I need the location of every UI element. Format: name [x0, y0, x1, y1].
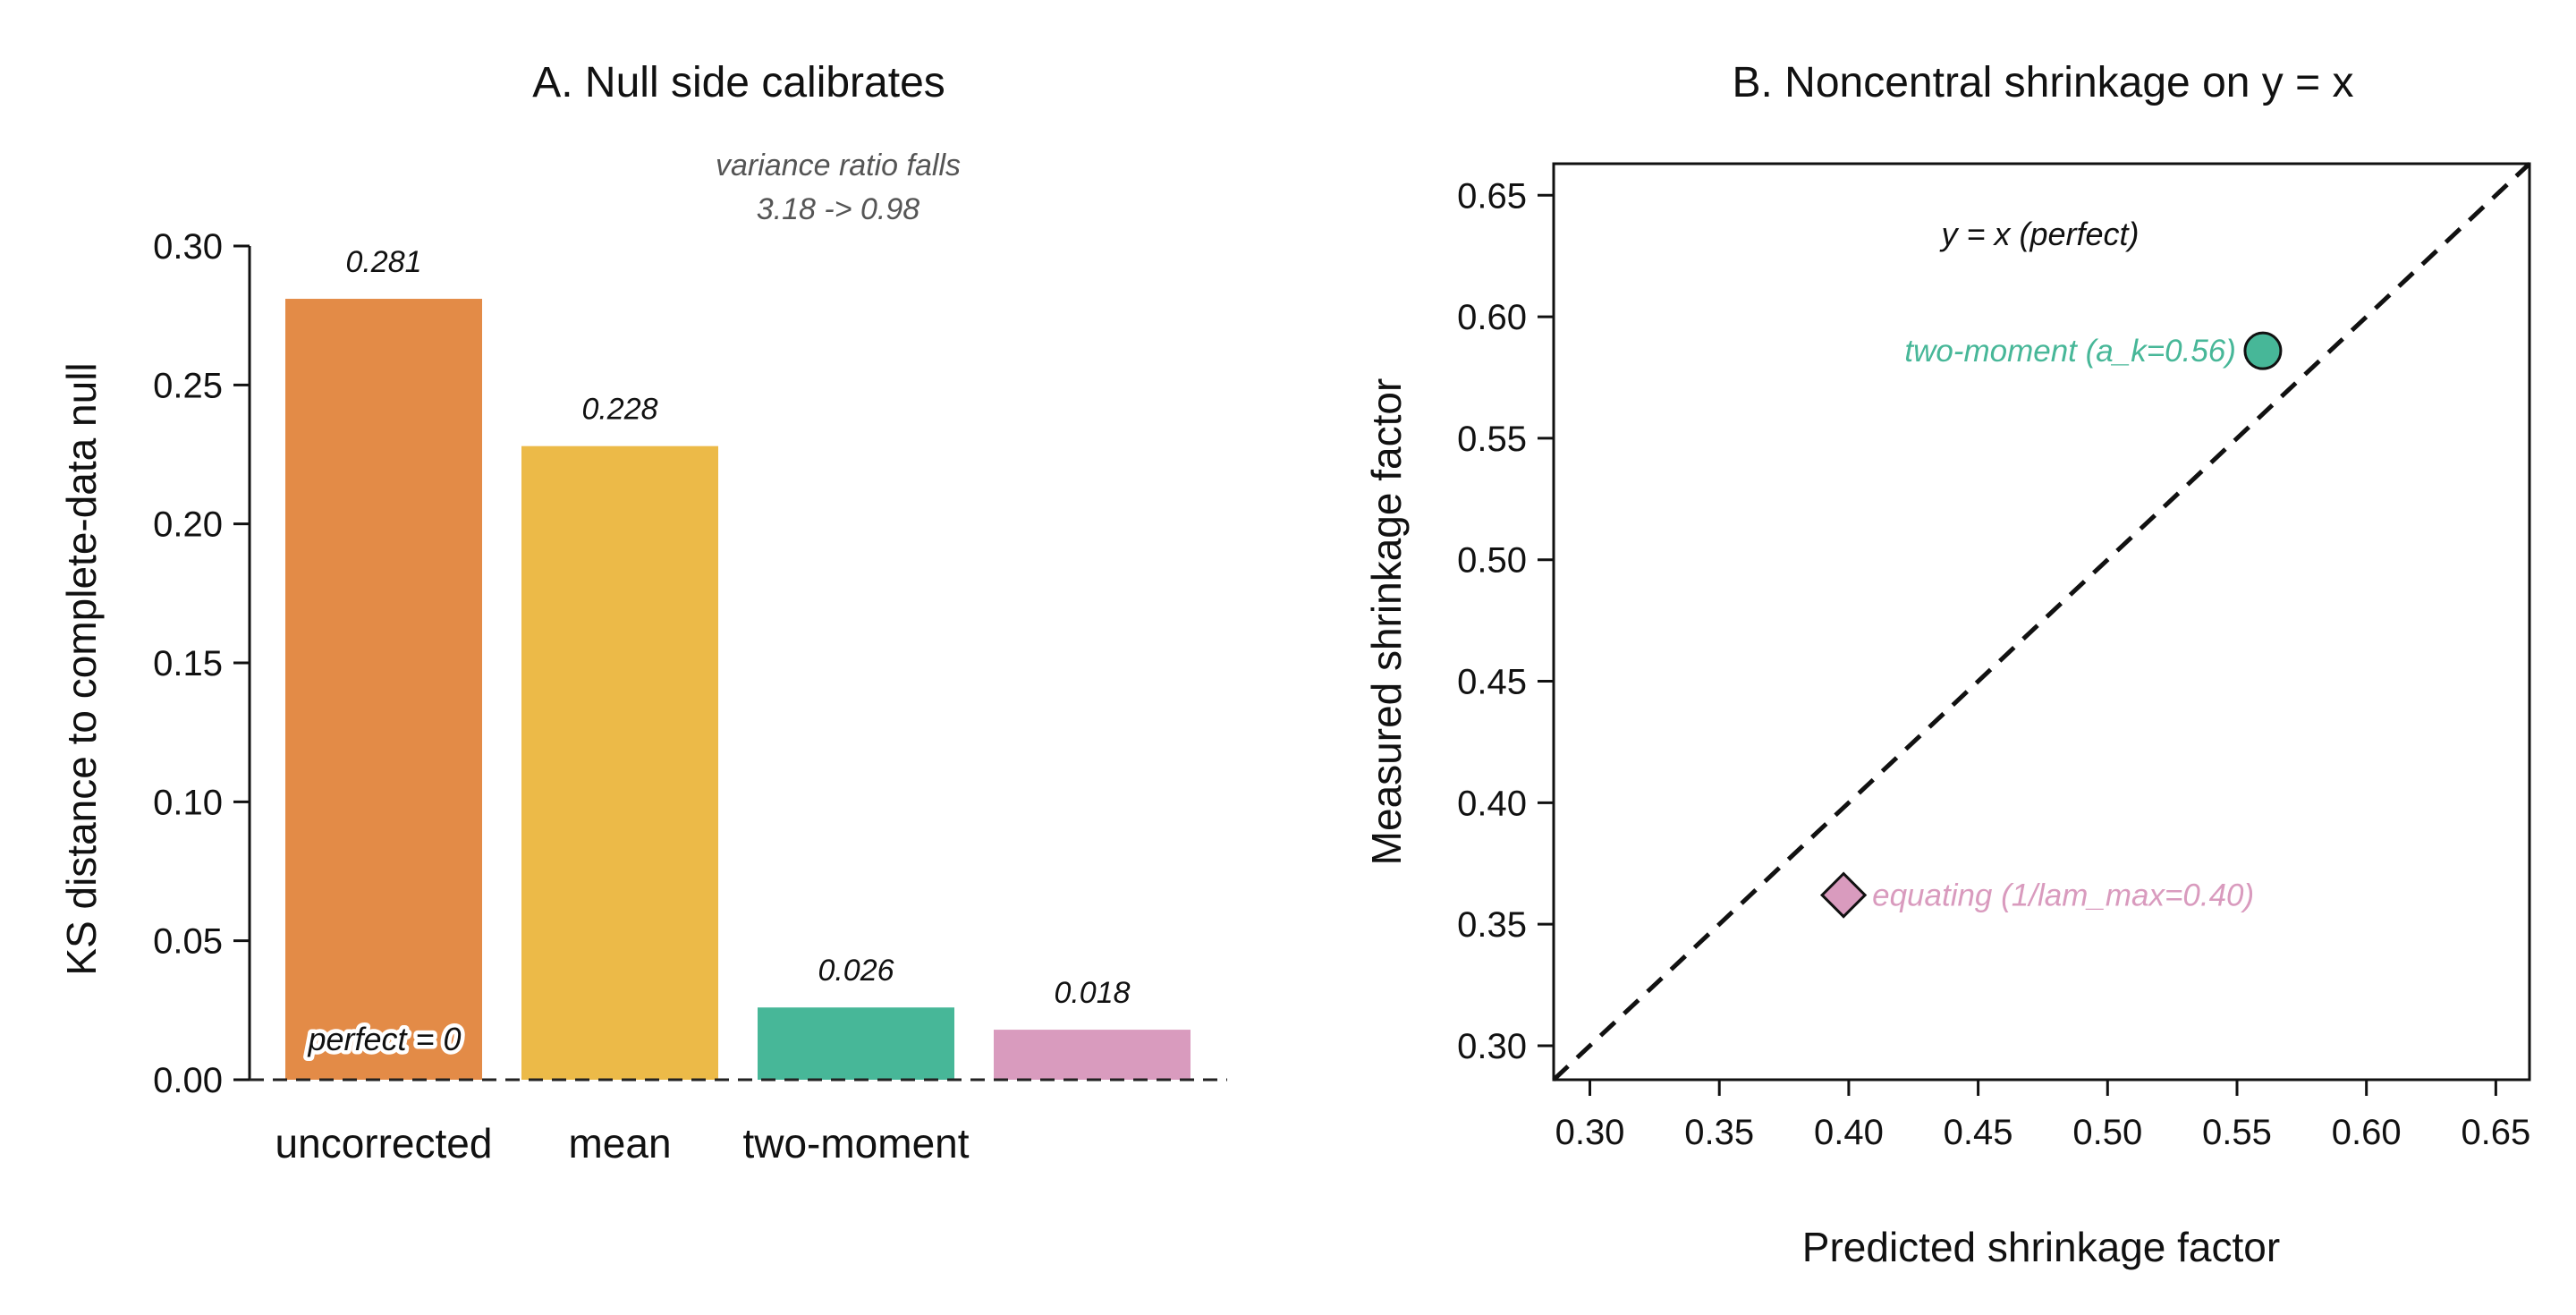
panel-a-bar-uncorrected	[285, 299, 482, 1080]
panel-b-identity-line	[1552, 162, 2531, 1082]
panel-b-plot-frame	[1552, 162, 2531, 1082]
panel-b-y-tick-label: 0.55	[1457, 420, 1527, 459]
panel-b-x-tick-label: 0.30	[1555, 1113, 1625, 1152]
panel-b-point-label: two-moment (a_k=0.56)	[1904, 334, 2236, 369]
panel-a-bar-series-4	[994, 1030, 1191, 1080]
panel-a-category-label: mean	[568, 1120, 671, 1167]
panel-b-x-ticks: 0.30 0.35 0.40 0.45 0.50 0.55 0.60 0.65	[1555, 1080, 2530, 1152]
panel-a-data-label: 0.228	[581, 393, 657, 427]
panel-a-perfect-label: perfect = 0	[307, 1021, 461, 1057]
panel-a-title: A. Null side calibrates	[532, 59, 945, 106]
panel-a-category-label: uncorrected	[275, 1120, 493, 1167]
panel-b-y-ticks: 0.30 0.35 0.40 0.45 0.50 0.55 0.60 0.65	[1457, 176, 1554, 1066]
panel-b-scatter-chart: B. Noncentral shrinkage on y = x y = x (…	[1363, 59, 2531, 1270]
panel-b-x-axis-label: Predicted shrinkage factor	[1802, 1224, 2280, 1270]
panel-b-y-axis-label: Measured shrinkage factor	[1363, 378, 1410, 866]
panel-a-bar-mean	[521, 445, 718, 1080]
panel-a-bars: 0.281 0.228 0.026 0.018	[285, 245, 1191, 1080]
panel-a-y-tick-label: 0.05	[153, 922, 223, 962]
panel-a-category-labels: uncorrected mean two-moment	[275, 1120, 970, 1167]
panel-a-y-axis-label: KS distance to complete-data null	[58, 362, 105, 975]
panel-b-x-tick-label: 0.55	[2202, 1113, 2272, 1152]
panel-b-points: two-moment (a_k=0.56) equating (1/lam_max…	[1819, 331, 2283, 919]
panel-a-annotation-line-2: 3.18 -> 0.98	[757, 192, 920, 226]
panel-b-x-tick-label: 0.40	[1814, 1113, 1884, 1152]
panel-b-x-tick-label: 0.35	[1684, 1113, 1754, 1152]
panel-b-y-tick-label: 0.40	[1457, 784, 1527, 823]
panel-a-y-tick-label: 0.25	[153, 366, 223, 405]
panel-a-y-tick-label: 0.20	[153, 505, 223, 545]
panel-b-y-tick-label: 0.60	[1457, 298, 1527, 337]
panel-b-x-tick-label: 0.60	[2332, 1113, 2402, 1152]
panel-a-data-label: 0.281	[345, 245, 421, 279]
panel-a-data-label: 0.026	[818, 954, 894, 988]
panel-a-bar-chart: A. Null side calibrates variance ratio f…	[58, 59, 1227, 1167]
panel-a-data-label: 0.018	[1054, 976, 1130, 1010]
panel-a-y-tick-label: 0.00	[153, 1061, 223, 1100]
panel-b-y-tick-label: 0.35	[1457, 905, 1527, 945]
panel-b-x-tick-label: 0.45	[1944, 1113, 2013, 1152]
panel-a-annotation-line-1: variance ratio falls	[716, 148, 961, 182]
panel-a-bar-two-moment	[758, 1007, 954, 1080]
panel-a-category-label: two-moment	[742, 1120, 969, 1167]
panel-b-point-two-moment	[2243, 331, 2283, 370]
panel-a-y-tick-label: 0.10	[153, 783, 223, 822]
panel-b-y-tick-label: 0.30	[1457, 1027, 1527, 1066]
panel-b-y-tick-label: 0.65	[1457, 176, 1527, 216]
panel-b-x-tick-label: 0.65	[2461, 1113, 2530, 1152]
panel-b-identity-line-label: y = x (perfect)	[1938, 216, 2139, 252]
panel-b-point-label: equating (1/lam_max=0.40)	[1872, 878, 2254, 913]
panel-a-y-ticks: 0.00 0.05 0.10 0.15 0.20 0.25 0.30	[153, 227, 250, 1100]
panel-b-y-tick-label: 0.45	[1457, 663, 1527, 702]
panel-b-point-equating	[1819, 871, 1868, 919]
panel-a-y-tick-label: 0.30	[153, 227, 223, 267]
panel-b-title: B. Noncentral shrinkage on y = x	[1732, 59, 2353, 106]
panel-b-x-tick-label: 0.50	[2072, 1113, 2142, 1152]
panel-a-y-tick-label: 0.15	[153, 644, 223, 683]
panel-b-y-tick-label: 0.50	[1457, 541, 1527, 581]
